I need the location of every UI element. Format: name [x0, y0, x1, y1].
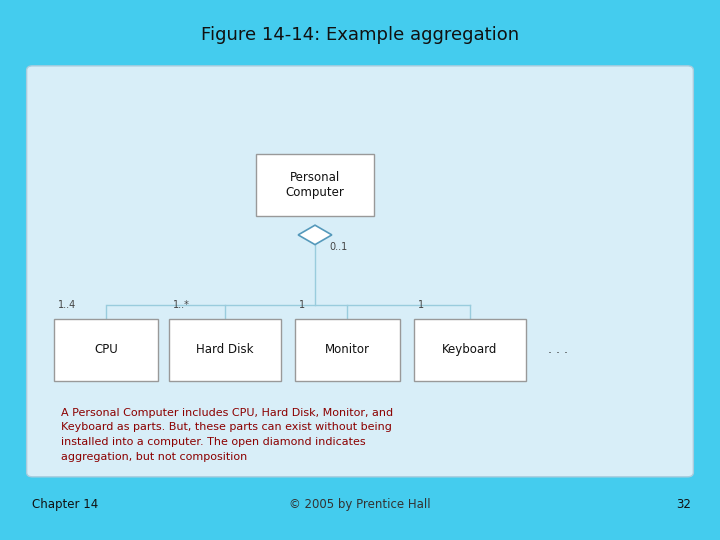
- Text: 1..*: 1..*: [173, 300, 189, 310]
- Text: Keyboard: Keyboard: [442, 343, 498, 356]
- Text: 1..4: 1..4: [58, 300, 76, 310]
- Text: Figure 14-14: Example aggregation: Figure 14-14: Example aggregation: [201, 26, 519, 44]
- Text: . . .: . . .: [548, 343, 568, 356]
- Text: Monitor: Monitor: [325, 343, 370, 356]
- Text: Chapter 14: Chapter 14: [32, 498, 99, 511]
- Bar: [256, 154, 374, 216]
- Text: 32: 32: [676, 498, 691, 511]
- Text: 0..1: 0..1: [329, 242, 347, 252]
- Text: 1: 1: [299, 300, 305, 310]
- Text: 1: 1: [418, 300, 424, 310]
- Bar: [414, 319, 526, 381]
- Text: © 2005 by Prentice Hall: © 2005 by Prentice Hall: [289, 498, 431, 511]
- Text: Hard Disk: Hard Disk: [197, 343, 253, 356]
- FancyBboxPatch shape: [27, 66, 693, 477]
- Bar: [169, 319, 281, 381]
- Text: Personal
Computer: Personal Computer: [286, 171, 344, 199]
- Text: CPU: CPU: [94, 343, 118, 356]
- Text: A Personal Computer includes CPU, Hard Disk, Monitor, and
Keyboard as parts. But: A Personal Computer includes CPU, Hard D…: [61, 408, 393, 462]
- Bar: [54, 319, 158, 381]
- Polygon shape: [298, 225, 332, 245]
- Bar: [295, 319, 400, 381]
